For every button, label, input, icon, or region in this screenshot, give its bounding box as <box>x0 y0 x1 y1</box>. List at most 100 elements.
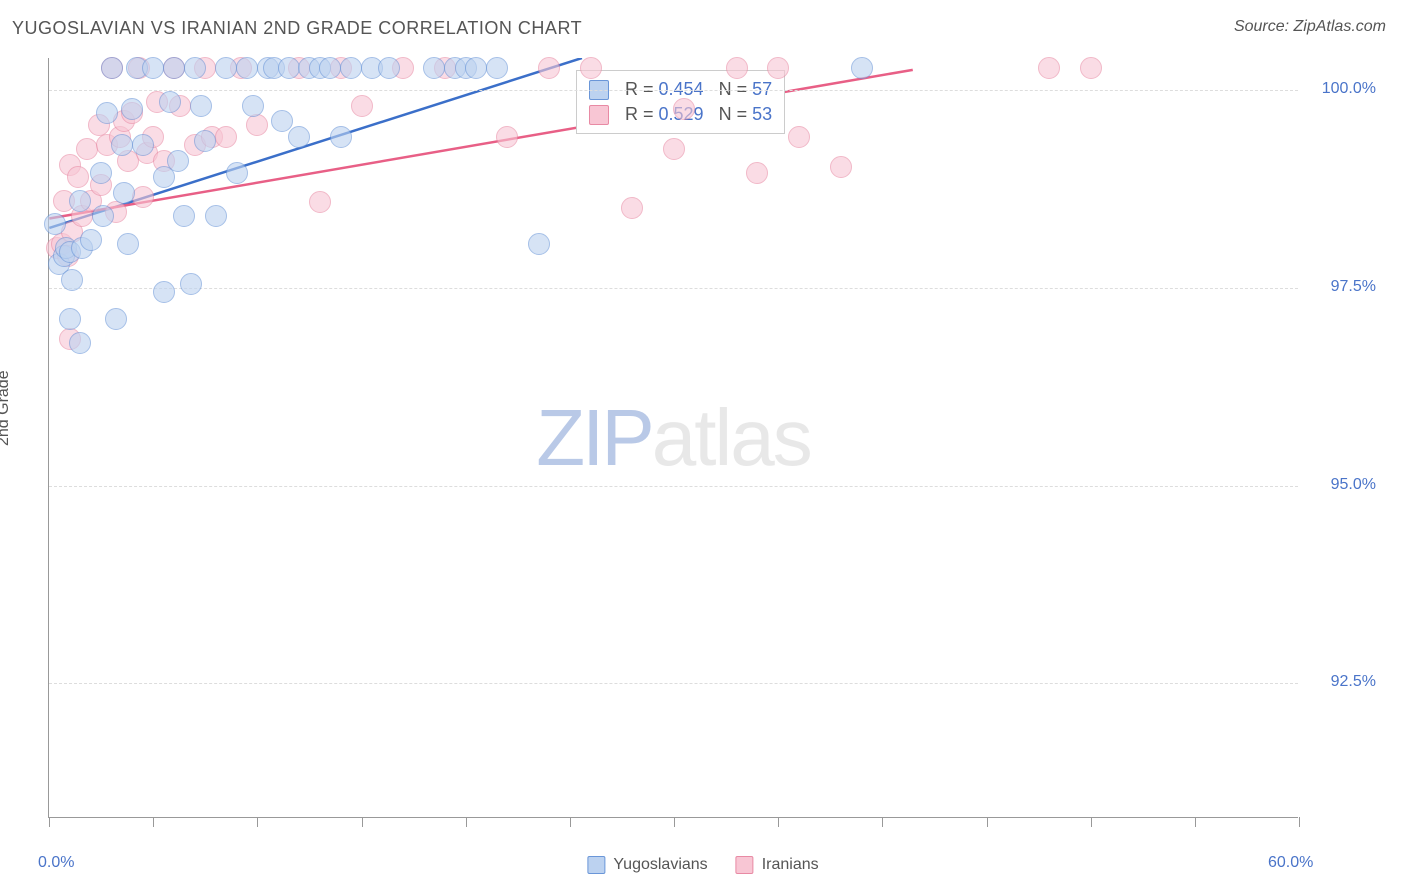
legend-swatch-iranians <box>736 856 754 874</box>
y-axis-label: 2nd Grade <box>0 370 13 446</box>
data-point-iranians <box>788 126 810 148</box>
data-point-yugoslavians <box>278 57 300 79</box>
data-point-yugoslavians <box>423 57 445 79</box>
x-tick <box>466 817 467 827</box>
data-point-yugoslavians <box>340 57 362 79</box>
grid-line <box>49 90 1298 91</box>
x-tick <box>778 817 779 827</box>
data-point-yugoslavians <box>528 233 550 255</box>
chart-container: YUGOSLAVIAN VS IRANIAN 2ND GRADE CORRELA… <box>0 0 1406 892</box>
chart-title: YUGOSLAVIAN VS IRANIAN 2ND GRADE CORRELA… <box>12 18 582 39</box>
legend-label-yugoslavians: Yugoslavians <box>613 856 707 874</box>
grid-line <box>49 486 1298 487</box>
y-tick-label: 95.0% <box>1331 476 1376 494</box>
data-point-yugoslavians <box>59 308 81 330</box>
data-point-iranians <box>538 57 560 79</box>
data-point-yugoslavians <box>215 57 237 79</box>
source-attribution: Source: ZipAtlas.com <box>1234 18 1386 36</box>
x-tick <box>674 817 675 827</box>
source-name: ZipAtlas.com <box>1294 18 1386 35</box>
data-point-yugoslavians <box>465 57 487 79</box>
data-point-iranians <box>67 166 89 188</box>
data-point-iranians <box>132 186 154 208</box>
x-tick <box>1091 817 1092 827</box>
data-point-iranians <box>726 57 748 79</box>
x-axis-label-right: 60.0% <box>1268 854 1313 872</box>
data-point-yugoslavians <box>486 57 508 79</box>
watermark: ZIPatlas <box>536 392 810 484</box>
data-point-iranians <box>496 126 518 148</box>
data-point-yugoslavians <box>163 57 185 79</box>
data-point-iranians <box>830 156 852 178</box>
data-point-yugoslavians <box>180 273 202 295</box>
stats-swatch <box>589 105 609 125</box>
data-point-yugoslavians <box>194 130 216 152</box>
data-point-iranians <box>621 197 643 219</box>
data-point-iranians <box>746 162 768 184</box>
legend-label-iranians: Iranians <box>762 856 819 874</box>
x-axis-label-left: 0.0% <box>38 854 74 872</box>
data-point-iranians <box>246 114 268 136</box>
data-point-yugoslavians <box>96 102 118 124</box>
data-point-yugoslavians <box>190 95 212 117</box>
x-tick <box>49 817 50 827</box>
data-point-yugoslavians <box>159 91 181 113</box>
data-point-iranians <box>767 57 789 79</box>
legend-swatch-yugoslavians <box>587 856 605 874</box>
y-tick-label: 100.0% <box>1322 80 1376 98</box>
data-point-yugoslavians <box>184 57 206 79</box>
x-tick <box>1195 817 1196 827</box>
data-point-yugoslavians <box>330 126 352 148</box>
x-tick <box>987 817 988 827</box>
data-point-yugoslavians <box>111 134 133 156</box>
y-tick-label: 97.5% <box>1331 278 1376 296</box>
data-point-yugoslavians <box>236 57 258 79</box>
data-point-yugoslavians <box>378 57 400 79</box>
data-point-yugoslavians <box>113 182 135 204</box>
data-point-yugoslavians <box>205 205 227 227</box>
data-point-yugoslavians <box>132 134 154 156</box>
data-point-iranians <box>673 98 695 120</box>
data-point-yugoslavians <box>69 332 91 354</box>
legend-item-yugoslavians: Yugoslavians <box>587 856 707 874</box>
data-point-iranians <box>1080 57 1102 79</box>
watermark-zip: ZIP <box>536 393 651 482</box>
y-tick-label: 92.5% <box>1331 673 1376 691</box>
legend-item-iranians: Iranians <box>736 856 819 874</box>
data-point-yugoslavians <box>167 150 189 172</box>
bottom-legend: Yugoslavians Iranians <box>587 856 818 874</box>
data-point-yugoslavians <box>153 281 175 303</box>
data-point-iranians <box>351 95 373 117</box>
x-tick <box>362 817 363 827</box>
data-point-yugoslavians <box>242 95 264 117</box>
data-point-yugoslavians <box>80 229 102 251</box>
data-point-yugoslavians <box>319 57 341 79</box>
data-point-yugoslavians <box>44 213 66 235</box>
data-point-yugoslavians <box>105 308 127 330</box>
grid-line <box>49 683 1298 684</box>
plot-area: ZIPatlas R = 0.454 N = 57R = 0.529 N = 5… <box>48 58 1298 818</box>
source-prefix: Source: <box>1234 18 1294 35</box>
x-tick <box>1299 817 1300 827</box>
x-tick <box>882 817 883 827</box>
stats-text: R = 0.529 N = 53 <box>625 104 772 125</box>
data-point-yugoslavians <box>226 162 248 184</box>
data-point-yugoslavians <box>173 205 195 227</box>
data-point-yugoslavians <box>288 126 310 148</box>
data-point-yugoslavians <box>92 205 114 227</box>
data-point-iranians <box>76 138 98 160</box>
data-point-yugoslavians <box>61 269 83 291</box>
data-point-iranians <box>663 138 685 160</box>
x-tick <box>570 817 571 827</box>
grid-line <box>49 288 1298 289</box>
data-point-yugoslavians <box>121 98 143 120</box>
x-tick <box>257 817 258 827</box>
x-tick <box>153 817 154 827</box>
data-point-iranians <box>580 57 602 79</box>
data-point-yugoslavians <box>142 57 164 79</box>
data-point-iranians <box>215 126 237 148</box>
data-point-yugoslavians <box>101 57 123 79</box>
data-point-iranians <box>1038 57 1060 79</box>
data-point-iranians <box>309 191 331 213</box>
watermark-atlas: atlas <box>652 393 811 482</box>
